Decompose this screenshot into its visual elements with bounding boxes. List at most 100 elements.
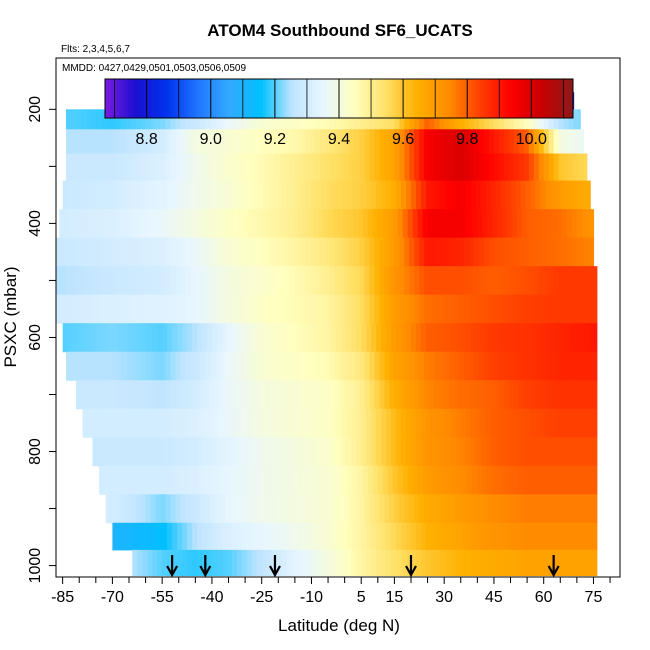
heatmap-cell	[394, 294, 400, 324]
heatmap-cell	[483, 237, 490, 267]
heatmap-cell	[415, 522, 422, 551]
heatmap-cell	[459, 129, 465, 155]
heatmap-cell	[454, 109, 460, 130]
heatmap-cell	[344, 109, 351, 130]
heatmap-cell	[369, 237, 376, 267]
heatmap-cell	[493, 494, 500, 524]
heatmap-cell	[85, 129, 92, 155]
heatmap-cell	[518, 153, 525, 182]
heatmap-cell	[493, 380, 500, 410]
heatmap-cell	[522, 465, 528, 495]
heatmap-cell	[505, 323, 512, 353]
heatmap-cell	[374, 109, 381, 130]
heatmap-cell	[414, 237, 420, 267]
heatmap-cell	[377, 209, 384, 239]
heatmap-cell	[495, 437, 502, 467]
heatmap-cell	[469, 351, 475, 381]
heatmap-cell	[361, 323, 367, 353]
heatmap-cell	[140, 351, 147, 381]
heatmap-cell	[85, 237, 92, 267]
heatmap-cell	[211, 549, 218, 577]
heatmap-cell	[391, 522, 397, 551]
colorbar-segment	[388, 79, 393, 118]
heatmap-cell	[540, 549, 546, 577]
colorbar-segment	[505, 79, 510, 118]
heatmap-cell	[533, 109, 540, 130]
colorbar-segment	[470, 79, 475, 118]
heatmap-cell	[115, 129, 122, 155]
heatmap-cell	[493, 237, 500, 267]
heatmap-cell	[336, 437, 342, 467]
heatmap-cell	[127, 408, 133, 438]
heatmap-cell	[495, 522, 502, 551]
heatmap-cell	[269, 153, 276, 182]
heatmap-cell	[329, 129, 336, 155]
heatmap-cell	[543, 153, 550, 182]
heatmap-cell	[137, 408, 143, 438]
heatmap-cell	[578, 494, 585, 524]
heatmap-cell	[543, 380, 550, 410]
heatmap-cell	[250, 351, 256, 381]
heatmap-cell	[220, 109, 226, 130]
heatmap-cell	[135, 266, 142, 296]
colorbar-segment	[298, 79, 302, 118]
heatmap-cell	[571, 465, 578, 495]
heatmap-cell	[255, 351, 261, 381]
heatmap-cell	[540, 408, 546, 438]
heatmap-cell	[190, 494, 196, 524]
heatmap-cell	[530, 522, 536, 551]
heatmap-cell	[120, 380, 127, 410]
heatmap-cell	[454, 494, 460, 524]
heatmap-cell	[324, 129, 331, 155]
heatmap-cell	[474, 109, 480, 130]
heatmap-cell	[135, 153, 142, 182]
heatmap-cell	[193, 209, 200, 239]
heatmap-cell	[223, 465, 230, 495]
heatmap-cell	[527, 465, 533, 495]
heatmap-cell	[197, 180, 203, 210]
heatmap-cell	[477, 209, 483, 239]
heatmap-cell	[513, 129, 520, 155]
heatmap-cell	[585, 437, 591, 467]
heatmap-cell	[205, 109, 211, 130]
heatmap-cell	[115, 380, 122, 410]
heatmap-cell	[236, 323, 243, 353]
heatmap-cell	[255, 109, 261, 130]
heatmap-cell	[454, 351, 460, 381]
heatmap-cell	[132, 549, 138, 577]
y-tick-label: 400	[27, 210, 44, 237]
heatmap-cell	[120, 237, 127, 267]
heatmap-cell	[276, 522, 283, 551]
heatmap-cell	[553, 494, 560, 524]
heatmap-cell	[538, 237, 545, 267]
heatmap-cell	[551, 209, 558, 239]
heatmap-cell	[140, 109, 147, 130]
heatmap-cell	[440, 408, 447, 438]
colorbar-segment	[473, 79, 477, 118]
heatmap-cell	[115, 494, 122, 524]
heatmap-cell	[568, 266, 575, 296]
heatmap-cell	[135, 237, 142, 267]
heatmap-cell	[550, 408, 556, 438]
heatmap-cell	[130, 129, 137, 155]
heatmap-cell	[163, 465, 170, 495]
heatmap-cell	[389, 153, 395, 182]
heatmap-cell	[321, 408, 327, 438]
heatmap-cell	[469, 494, 475, 524]
heatmap-cell	[523, 380, 530, 410]
colorbar-segment	[224, 79, 229, 118]
heatmap-cell	[391, 323, 397, 353]
heatmap-cell	[100, 294, 107, 324]
heatmap-cell	[260, 129, 266, 155]
heatmap-cell	[255, 294, 261, 324]
heatmap-cell	[145, 351, 152, 381]
heatmap-cell	[269, 129, 276, 155]
heatmap-cell	[268, 465, 274, 495]
heatmap-cell	[474, 237, 480, 267]
heatmap-cell	[565, 549, 571, 577]
heatmap-cell	[301, 408, 308, 438]
heatmap-cell	[308, 465, 314, 495]
colorbar-segment	[564, 79, 568, 118]
heatmap-cell	[334, 109, 341, 130]
heatmap-cell	[102, 408, 109, 438]
